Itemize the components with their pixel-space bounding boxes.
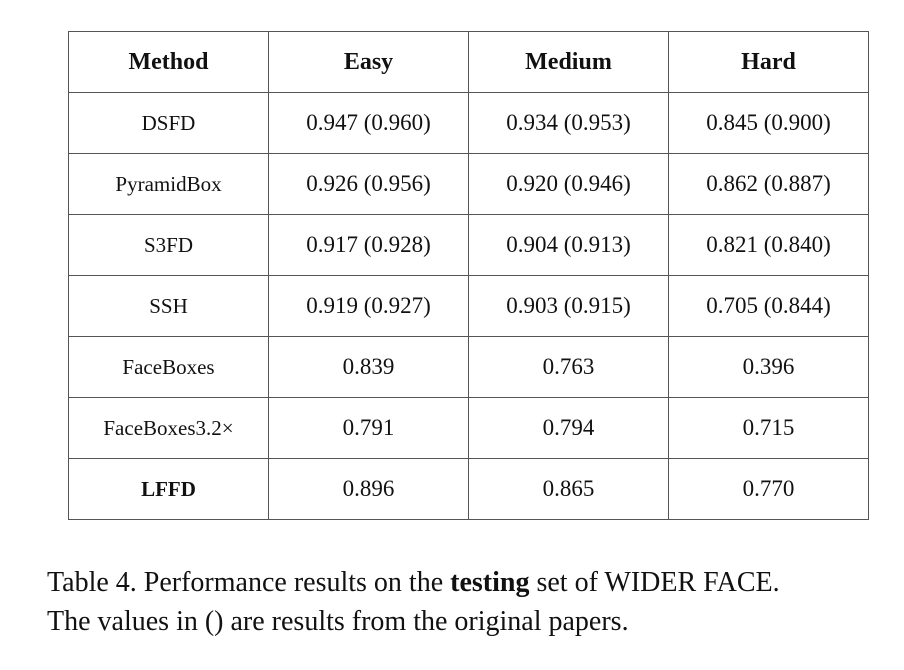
caption-line: Table 4. Performance results on the test… bbox=[47, 563, 780, 602]
value-cell: 0.919 (0.927) bbox=[268, 275, 469, 337]
method-cell: LFFD bbox=[68, 458, 269, 520]
header-cell: Medium bbox=[468, 31, 669, 93]
value-cell: 0.865 bbox=[468, 458, 669, 520]
value-cell: 0.821 (0.840) bbox=[668, 214, 869, 276]
caption: Table 4. Performance results on the test… bbox=[47, 563, 780, 641]
value-cell: 0.920 (0.946) bbox=[468, 153, 669, 215]
method-cell: FaceBoxes3.2× bbox=[68, 397, 269, 459]
value-cell: 0.845 (0.900) bbox=[668, 92, 869, 154]
caption-line: The values in () are results from the or… bbox=[47, 606, 629, 637]
value-cell: 0.917 (0.928) bbox=[268, 214, 469, 276]
caption-text: set of WIDER FACE. bbox=[529, 567, 780, 598]
value-cell: 0.715 bbox=[668, 397, 869, 459]
table-row: PyramidBox 0.926 (0.956) 0.920 (0.946) 0.86… bbox=[68, 153, 869, 215]
table-row: LFFD 0.896 0.865 0.770 bbox=[68, 458, 869, 520]
value-cell: 0.926 (0.956) bbox=[268, 153, 469, 215]
caption-text: Table 4. Performance results on the bbox=[47, 567, 451, 598]
table-row: SSH 0.919 (0.927) 0.903 (0.915) 0.705 (0.84… bbox=[68, 275, 869, 337]
table-body: DSFD 0.947 (0.960) 0.934 (0.953) 0.845 (0.9… bbox=[68, 92, 869, 520]
table-row: FaceBoxes 0.839 0.763 0.396 bbox=[68, 336, 869, 398]
value-cell: 0.763 bbox=[468, 336, 669, 398]
value-cell: 0.396 bbox=[668, 336, 869, 398]
value-cell: 0.947 (0.960) bbox=[268, 92, 469, 154]
method-cell: S3FD bbox=[68, 214, 269, 276]
value-cell: 0.839 bbox=[268, 336, 469, 398]
method-cell: FaceBoxes bbox=[68, 336, 269, 398]
value-cell: 0.794 bbox=[468, 397, 669, 459]
header-cell: Method bbox=[68, 31, 269, 93]
value-cell: 0.896 bbox=[268, 458, 469, 520]
method-cell: DSFD bbox=[68, 92, 269, 154]
method-cell: PyramidBox bbox=[68, 153, 269, 215]
value-cell: 0.934 (0.953) bbox=[468, 92, 669, 154]
table-row: DSFD 0.947 (0.960) 0.934 (0.953) 0.845 (0.9… bbox=[68, 92, 869, 154]
value-cell: 0.903 (0.915) bbox=[468, 275, 669, 337]
header-row: Method Easy Medium Hard bbox=[68, 31, 869, 93]
header-cell: Hard bbox=[668, 31, 869, 93]
table-row: FaceBoxes3.2× 0.791 0.794 0.715 bbox=[68, 397, 869, 459]
results-table: Method Easy Medium Hard DSFD 0.947 (0.960) 0.… bbox=[68, 31, 869, 520]
value-cell: 0.904 (0.913) bbox=[468, 214, 669, 276]
caption-bold: testing bbox=[450, 567, 530, 598]
table-row: S3FD 0.917 (0.928) 0.904 (0.913) 0.821 (0.8… bbox=[68, 214, 869, 276]
value-cell: 0.791 bbox=[268, 397, 469, 459]
value-cell: 0.705 (0.844) bbox=[668, 275, 869, 337]
header-cell: Easy bbox=[268, 31, 469, 93]
value-cell: 0.770 bbox=[668, 458, 869, 520]
method-cell: SSH bbox=[68, 275, 269, 337]
value-cell: 0.862 (0.887) bbox=[668, 153, 869, 215]
